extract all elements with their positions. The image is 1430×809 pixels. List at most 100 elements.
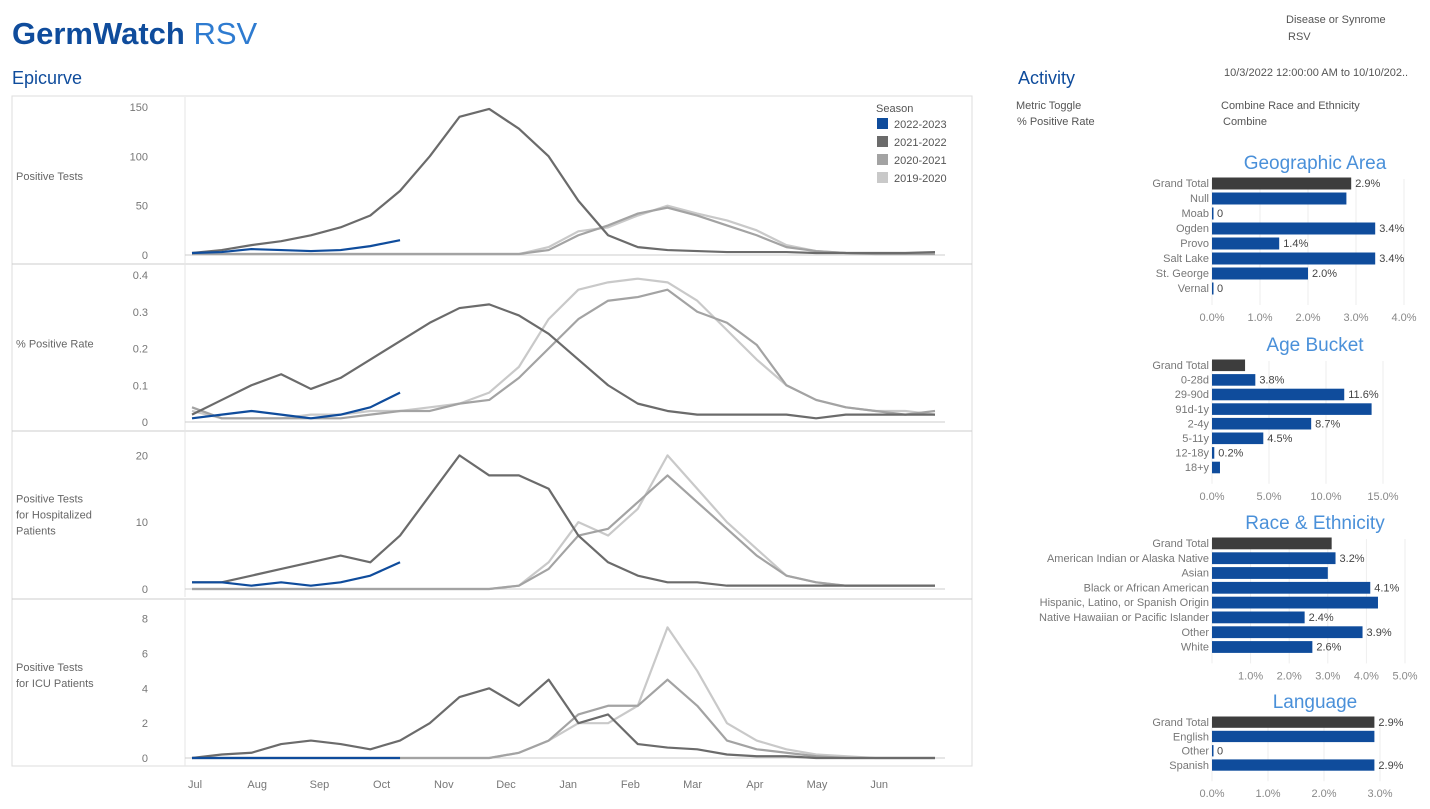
bar-category-label: 91d-1y: [1175, 404, 1209, 416]
combine-race-label: Combine Race and Ethnicity: [1221, 100, 1360, 112]
bar-category-label: 29-90d: [1175, 389, 1209, 401]
y-tick-label: 0.3: [133, 307, 148, 319]
bar-category-label: Salt Lake: [1163, 253, 1209, 265]
y-tick-label: 0: [142, 753, 148, 765]
x-tick-label: 3.0%: [1367, 788, 1392, 800]
bar-hispanic-latino-or-spanish-origin: [1212, 596, 1378, 609]
series-line-2020-2021: [191, 288, 936, 420]
bar-category-label: Hispanic, Latino, or Spanish Origin: [1040, 597, 1209, 609]
disease-filter-value[interactable]: RSV: [1288, 31, 1311, 43]
y-tick-label: 150: [130, 102, 148, 114]
bar-white: [1212, 641, 1313, 653]
x-tick-label: 10.0%: [1310, 491, 1341, 503]
bar-value-label: 3.4%: [1379, 223, 1404, 235]
combine-race-value[interactable]: Combine: [1223, 116, 1268, 128]
bar-vernal: [1212, 282, 1214, 295]
x-tick-label: 1.0%: [1247, 312, 1272, 324]
bar-category-label: Null: [1190, 193, 1209, 205]
bar-category-label: Spanish: [1169, 760, 1209, 772]
x-tick-label: 5.0%: [1256, 491, 1281, 503]
x-tick-label: 4.0%: [1391, 312, 1416, 324]
bar-0-28d: [1212, 374, 1256, 386]
y-tick-label: 0: [142, 417, 148, 429]
series-line-2021-2022: [191, 678, 935, 760]
series-line-2021-2022: [192, 454, 935, 587]
title-brand: GermWatch: [12, 16, 185, 51]
y-tick-label: 8: [142, 614, 148, 626]
bar-provo: [1212, 237, 1280, 250]
x-tick-label: Feb: [621, 779, 640, 791]
series-line-2019-2020: [191, 277, 936, 420]
bar-asian: [1212, 567, 1328, 579]
x-tick-label: 0.0%: [1199, 788, 1224, 800]
x-tick-label: Sep: [310, 779, 330, 791]
x-tick-label: 2.0%: [1311, 788, 1336, 800]
series-line-2020-2021: [192, 678, 935, 760]
series-line-2019-2020: [192, 454, 935, 591]
bar-category-label: Other: [1181, 627, 1209, 639]
legend-item-2021-2022: 2021-2022: [894, 137, 947, 149]
bar-value-label: 0: [1217, 746, 1223, 758]
dashboard-title: GermWatch RSV: [12, 16, 257, 52]
bar-grand-total: [1212, 537, 1332, 550]
panel-ylabel-line: Patients: [16, 526, 56, 538]
bar-other: [1212, 626, 1363, 639]
legend-swatch-2022-2023: [877, 118, 888, 129]
panel-ylabel-line: % Positive Rate: [16, 339, 94, 351]
bar-category-label: Native Hawaiian or Pacific Islander: [1039, 612, 1209, 624]
bar-12-18y: [1212, 447, 1215, 459]
x-tick-label: 15.0%: [1367, 491, 1398, 503]
bar-native-hawaiian-or-pacific-islander: [1212, 611, 1305, 624]
bar-value-label: 0: [1217, 283, 1223, 295]
panel-ylabel: Positive Tests: [16, 171, 84, 183]
metric-toggle-value[interactable]: % Positive Rate: [1017, 116, 1095, 128]
activity-bar-charts: Geographic Area 0.0% 1.0% 2.0% 3.0% 4.0% Grand…: [1039, 153, 1418, 800]
bar-category-label: Grand Total: [1152, 178, 1209, 190]
legend-item-2020-2021: 2020-2021: [894, 155, 947, 167]
panel-ylabel-line: Positive Tests: [16, 662, 84, 674]
bar-value-label: 3.2%: [1340, 553, 1365, 565]
bar-category-label: Grand Total: [1152, 538, 1209, 550]
bar-2-4y: [1212, 417, 1312, 430]
x-tick-label: Apr: [746, 779, 763, 791]
activity-title: Activity: [1018, 68, 1076, 88]
panel-ylabel: Positive Tests for Hospitalized Patients: [16, 494, 92, 538]
x-tick-label: Jun: [870, 779, 888, 791]
bar-ogden: [1212, 222, 1376, 235]
series-line-2021-2022: [191, 107, 936, 255]
x-tick-label: 2.0%: [1295, 312, 1320, 324]
bar-18-y: [1212, 461, 1220, 474]
series-line-2022-2023: [191, 391, 401, 420]
panel-ylabel-line: for Hospitalized: [16, 510, 92, 522]
panel-ylabel: Positive Tests for ICU Patients: [16, 662, 94, 690]
bar-category-label: Provo: [1180, 238, 1209, 250]
x-tick-label: Dec: [496, 779, 516, 791]
metric-toggle-label: Metric Toggle: [1016, 100, 1082, 112]
bar-chart-title: Language: [1273, 692, 1358, 713]
bar-value-label: 2.0%: [1312, 268, 1337, 280]
bar-category-label: 0-28d: [1181, 375, 1209, 387]
y-tick-label: 10: [136, 517, 148, 529]
bar-category-label: English: [1173, 731, 1209, 743]
x-tick-label: 1.0%: [1255, 788, 1280, 800]
bar-moab: [1212, 207, 1214, 220]
bar-category-label: Ogden: [1176, 223, 1209, 235]
bar-category-label: Grand Total: [1152, 717, 1209, 729]
y-tick-label: 6: [142, 649, 148, 661]
panel-ylabel-line: for ICU Patients: [16, 678, 94, 690]
date-range-filter[interactable]: 10/3/2022 12:00:00 AM to 10/10/202..: [1224, 67, 1409, 79]
y-tick-label: 0: [142, 584, 148, 596]
bar-category-label: Black or African American: [1084, 582, 1209, 594]
bar-grand-total: [1212, 177, 1352, 190]
bar-chart-title: Race & Ethnicity: [1245, 513, 1385, 534]
legend-title: Season: [876, 103, 913, 115]
series-line-2020-2021: [192, 206, 935, 256]
bar-value-label: 2.9%: [1355, 178, 1380, 190]
bar-category-label: 12-18y: [1175, 448, 1209, 460]
series-line-2022-2023: [192, 561, 401, 587]
x-tick-label: Jan: [559, 779, 577, 791]
y-tick-label: 100: [130, 151, 148, 163]
bar-value-label: 8.7%: [1315, 418, 1340, 430]
x-tick-label: 2.0%: [1277, 670, 1302, 682]
x-tick-label: 3.0%: [1315, 670, 1340, 682]
